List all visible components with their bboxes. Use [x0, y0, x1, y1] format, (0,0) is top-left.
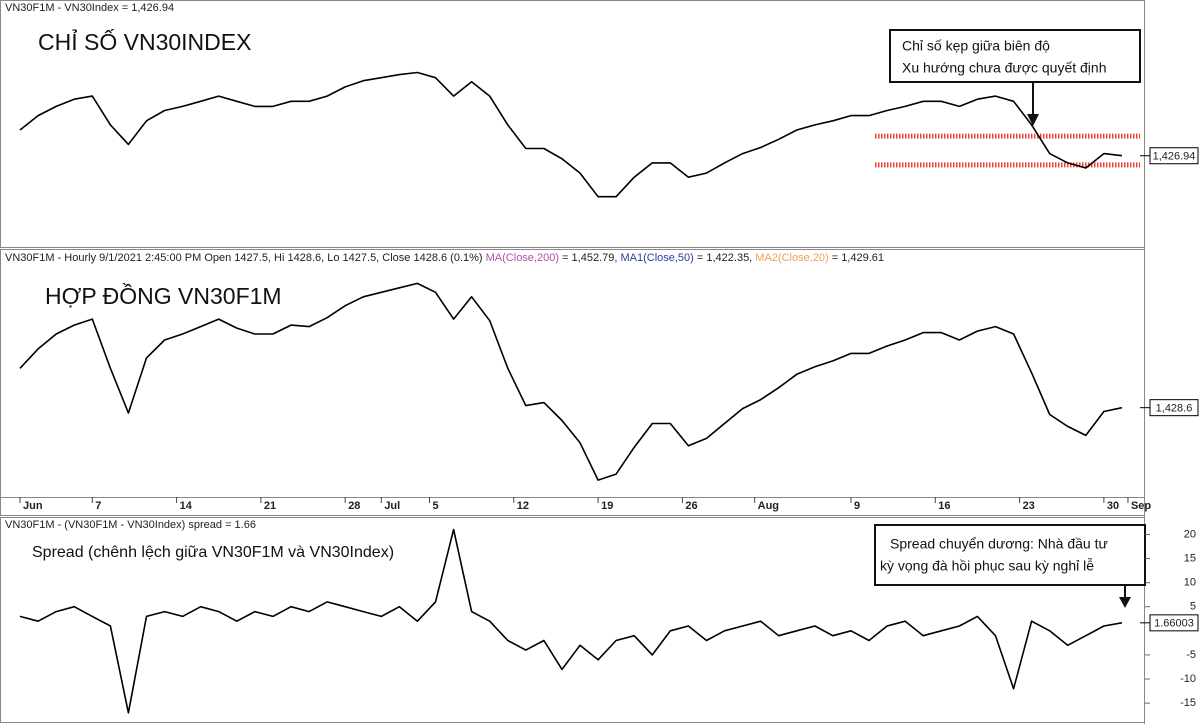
panel-header: VN30F1M - Hourly 9/1/2021 2:45:00 PM Ope… [5, 252, 884, 264]
price-line [19, 71, 1122, 198]
header-part: = 1,429.61 [829, 252, 884, 264]
y-tick-label: -10 [1180, 673, 1196, 685]
price-line [19, 282, 1123, 481]
header-part: = 1,422.35, [694, 252, 755, 264]
last-value-label: 1.66003 [1154, 618, 1194, 630]
arrow-head [1119, 597, 1131, 608]
last-value-box [1149, 614, 1199, 632]
panel-header: VN30F1M - VN30Index = 1,426.94 [5, 2, 174, 14]
last-value-box [1149, 147, 1199, 165]
x-tick-label: 16 [938, 500, 950, 512]
x-tick-label: 30 [1107, 500, 1119, 512]
x-tick-label: 7 [95, 500, 101, 512]
header-part: VN30F1M - Hourly 9/1/2021 2:45:00 PM Ope… [5, 252, 486, 264]
x-tick-label: 23 [1023, 500, 1035, 512]
annotation-text: Chỉ số kẹp giữa biên độ [902, 38, 1050, 54]
annotation-box [874, 524, 1146, 586]
panel-label: HỢP ĐỒNG VN30F1M [45, 282, 282, 309]
x-tick-label: 12 [517, 500, 529, 512]
annotation-text: kỳ vọng đà hồi phục sau kỳ nghỉ lễ [880, 558, 1094, 574]
header-part: MA(Close,200) [486, 252, 559, 264]
last-value-label: 1,426.94 [1153, 151, 1196, 163]
x-tick-label: Jun [23, 500, 43, 512]
header-part: MA1(Close,50) [620, 252, 693, 264]
x-tick-label: Jul [384, 500, 400, 512]
y-tick-label: -15 [1180, 697, 1196, 709]
x-tick-label: 9 [854, 500, 860, 512]
panel-label: CHỈ SỐ VN30INDEX [38, 27, 251, 55]
annotation-box [889, 29, 1141, 83]
y-tick-label: 20 [1184, 528, 1196, 540]
x-tick-label: 14 [180, 500, 193, 512]
y-tick-label: -5 [1186, 649, 1196, 661]
x-tick-label: 26 [685, 500, 697, 512]
x-tick-label: 28 [348, 500, 360, 512]
panel-header: VN30F1M - (VN30F1M - VN30Index) spread =… [5, 519, 256, 531]
arrow-head [1027, 114, 1039, 126]
header-part: = 1,452.79, [559, 252, 620, 264]
x-tick-label: Aug [758, 500, 779, 512]
last-value-label: 1,428.6 [1156, 403, 1193, 415]
y-tick-label: 5 [1190, 601, 1196, 613]
header-part: MA2(Close,20) [755, 252, 828, 264]
y-tick-label: 10 [1184, 577, 1196, 589]
annotation-text: Spread chuyển dương: Nhà đầu tư [890, 536, 1108, 552]
price-line [19, 528, 1123, 714]
last-value-box [1149, 399, 1199, 417]
annotation-text: Xu hướng chưa được quyết định [902, 60, 1106, 76]
panel-label: Spread (chênh lệch giữa VN30F1M và VN30I… [32, 544, 394, 561]
x-tick-label: 19 [601, 500, 613, 512]
x-tick-label: 5 [432, 500, 438, 512]
x-tick-label: Sep [1131, 500, 1151, 512]
x-tick-label: 21 [264, 500, 276, 512]
y-tick-label: 15 [1184, 552, 1196, 564]
